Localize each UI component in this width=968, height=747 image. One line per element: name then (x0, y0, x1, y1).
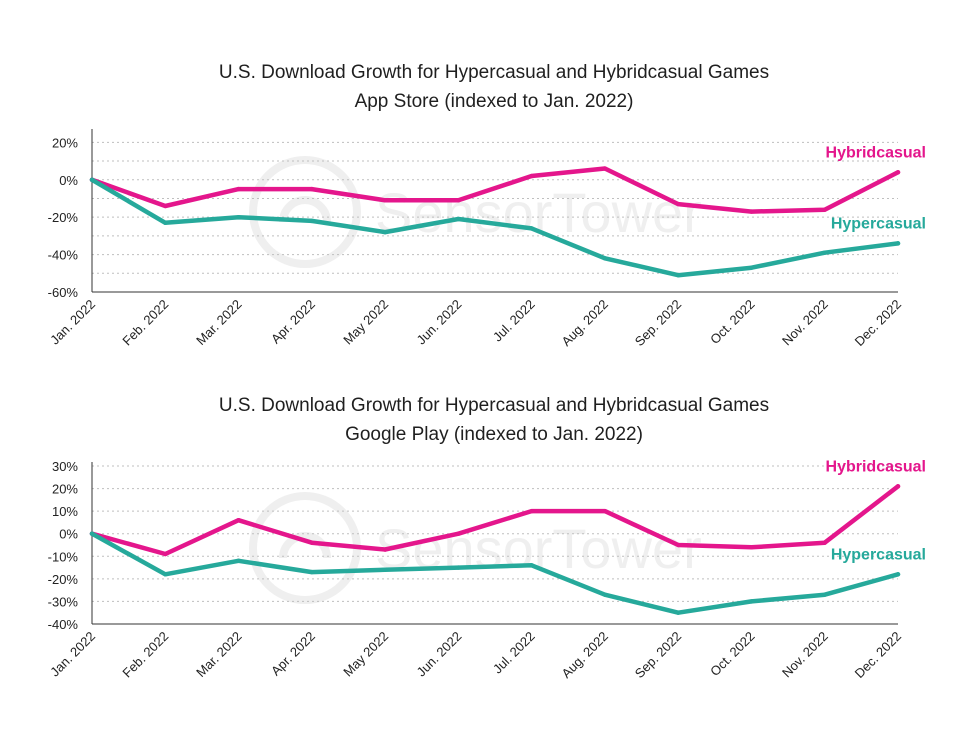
x-tick-label: May 2022 (340, 297, 391, 348)
data-point-hypercasual (749, 599, 754, 604)
data-point-hypercasual (822, 250, 827, 255)
y-tick-label: 20% (52, 482, 78, 497)
series-label-hypercasual: Hypercasual (831, 215, 926, 232)
x-tick-label: Mar. 2022 (193, 629, 244, 680)
series-line-hybridcasual (89, 484, 901, 557)
y-tick-label: -40% (48, 248, 79, 263)
series-line-hypercasual (89, 177, 901, 278)
data-point-hypercasual (529, 563, 534, 568)
data-point-hybridcasual (749, 209, 754, 214)
data-point-hybridcasual (602, 508, 608, 514)
x-tick-label: Apr. 2022 (268, 297, 318, 347)
y-tick-label: -60% (48, 285, 79, 300)
x-tick-label: Nov. 2022 (779, 297, 831, 349)
x-tick-label: Dec. 2022 (852, 297, 905, 350)
data-point-hybridcasual (236, 186, 241, 192)
x-tick-label: Aug. 2022 (559, 629, 612, 682)
x-tick-label: Apr. 2022 (268, 629, 318, 679)
data-point-hypercasual (602, 592, 608, 597)
x-tick-label: Mar. 2022 (193, 297, 244, 348)
x-tick-label: Feb. 2022 (119, 629, 171, 681)
chart-title: U.S. Download Growth for Hypercasual and… (219, 395, 769, 416)
series-label-hypercasual: Hypercasual (831, 546, 926, 563)
data-point-hypercasual (382, 229, 388, 235)
data-point-hybridcasual (163, 203, 168, 209)
x-tick-label: Jan. 2022 (47, 297, 98, 348)
chart-subtitle: Google Play (indexed to Jan. 2022) (345, 424, 643, 445)
data-point-hybridcasual (749, 545, 754, 550)
x-tick-label: Feb. 2022 (119, 297, 171, 349)
data-point-hybridcasual (236, 517, 241, 523)
data-point-hybridcasual (895, 170, 901, 175)
x-tick-label: Dec. 2022 (852, 629, 905, 682)
data-point-hybridcasual (456, 198, 461, 203)
data-point-hybridcasual (163, 551, 168, 557)
data-point-hybridcasual (675, 542, 681, 548)
data-point-hypercasual (382, 567, 388, 573)
x-tick-label: Aug. 2022 (559, 297, 612, 350)
y-tick-label: 0% (59, 527, 78, 542)
data-point-hybridcasual (309, 540, 315, 545)
series-line-hybridcasual (89, 166, 901, 214)
x-tick-label: Jun. 2022 (413, 629, 464, 680)
data-point-hybridcasual (382, 547, 388, 552)
data-point-hypercasual (456, 216, 461, 222)
x-tick-label: Jul. 2022 (490, 297, 538, 345)
data-point-hypercasual (236, 558, 241, 563)
series-label-hybridcasual: Hybridcasual (826, 144, 926, 161)
data-point-hypercasual (309, 218, 315, 224)
series-line-hypercasual (89, 531, 901, 615)
y-tick-label: -20% (48, 572, 79, 587)
x-tick-label: Sep. 2022 (632, 629, 685, 682)
y-tick-label: 0% (59, 173, 78, 188)
data-point-hypercasual (675, 610, 681, 615)
y-tick-label: 10% (52, 504, 78, 519)
x-tick-label: Jan. 2022 (47, 629, 98, 680)
data-point-hypercasual (529, 226, 534, 231)
chart-title: U.S. Download Growth for Hypercasual and… (219, 62, 769, 83)
y-tick-label: -20% (48, 210, 79, 225)
data-point-hybridcasual (602, 166, 608, 171)
data-point-hypercasual (456, 565, 461, 570)
y-tick-label: -10% (48, 549, 79, 564)
data-point-hybridcasual (895, 484, 901, 489)
data-point-hypercasual (89, 177, 95, 182)
x-tick-label: Oct. 2022 (707, 629, 757, 679)
y-tick-label: 20% (52, 135, 78, 150)
data-point-hypercasual (309, 569, 315, 575)
x-tick-label: Nov. 2022 (779, 629, 831, 681)
data-point-hypercasual (822, 592, 827, 597)
data-point-hybridcasual (822, 540, 827, 545)
chart-1: SensorTower U.S. Download Growth for Hype… (47, 62, 926, 349)
x-tick-label: Jul. 2022 (490, 629, 538, 677)
data-point-hypercasual (163, 572, 168, 577)
y-tick-label: 30% (52, 459, 78, 474)
y-tick-label: -40% (48, 617, 79, 632)
data-point-hypercasual (89, 531, 95, 536)
watermark-logo: SensorTower (249, 156, 702, 268)
x-tick-label: Sep. 2022 (632, 297, 685, 350)
data-point-hypercasual (602, 256, 608, 261)
data-point-hypercasual (675, 272, 681, 278)
data-point-hybridcasual (382, 198, 388, 203)
data-point-hybridcasual (529, 173, 534, 179)
data-point-hypercasual (163, 220, 168, 225)
data-point-hybridcasual (309, 186, 315, 192)
data-point-hybridcasual (529, 508, 534, 514)
y-tick-label: -30% (48, 594, 79, 609)
data-point-hybridcasual (456, 531, 461, 536)
data-point-hypercasual (749, 265, 754, 270)
x-tick-label: Oct. 2022 (707, 297, 757, 347)
x-tick-label: Jun. 2022 (413, 297, 464, 348)
data-point-hypercasual (236, 214, 241, 220)
data-point-hybridcasual (822, 207, 827, 212)
data-point-hypercasual (895, 241, 901, 246)
data-point-hypercasual (895, 572, 901, 577)
x-tick-label: May 2022 (340, 629, 391, 680)
data-point-hybridcasual (675, 201, 681, 207)
series-label-hybridcasual: Hybridcasual (826, 458, 926, 475)
chart-subtitle: App Store (indexed to Jan. 2022) (355, 91, 634, 112)
